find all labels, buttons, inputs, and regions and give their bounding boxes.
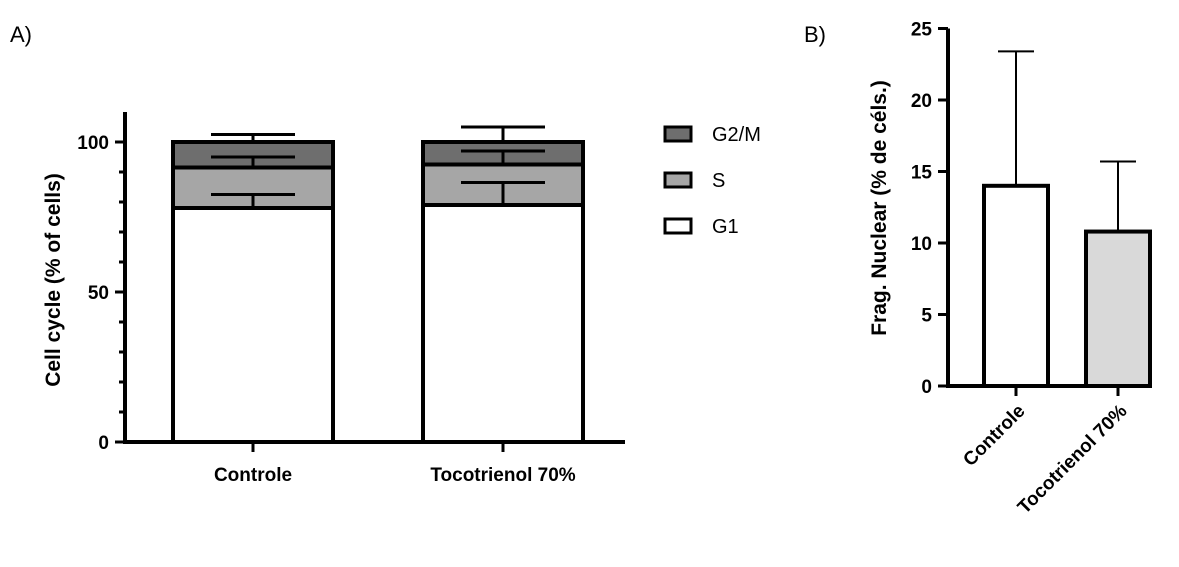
panel-a-legend: G2/M S G1 bbox=[663, 124, 761, 238]
panel-b-bar-controle bbox=[982, 183, 1050, 388]
panel-a-legend-swatch-g1 bbox=[663, 217, 693, 235]
panel-a-category-labels: Controle Tocotrienol 70% bbox=[214, 465, 576, 486]
panel-b-y-axis-title: Frag. Nuclear (% de céls.) bbox=[868, 80, 891, 336]
panel-b-y-tick-label: 20 bbox=[911, 91, 932, 112]
panel-a-legend-swatch-g2-m bbox=[663, 125, 693, 143]
panel-a-legend-swatch-s bbox=[663, 171, 693, 189]
panel-a-legend-label-g1: G1 bbox=[712, 216, 739, 238]
panel-b-category-label-tocotrienol-70: Tocotrienol 70% bbox=[1014, 401, 1132, 519]
panel-a-y-tick-label: 0 bbox=[98, 433, 109, 454]
panel-b-y-tick-label: 0 bbox=[921, 377, 932, 398]
panel-a-bar-g1-tocotrienol-70 bbox=[421, 203, 585, 444]
panel-a-y-axis-title: Cell cycle (% of cells) bbox=[42, 173, 65, 387]
panel-a-tick-labels: 0 50 100 bbox=[77, 133, 109, 454]
panel-b-y-tick-label: 5 bbox=[921, 306, 932, 327]
panel-a-category-label-tocotrienol-70: Tocotrienol 70% bbox=[430, 465, 575, 486]
panel-b-y-tick-label: 15 bbox=[911, 163, 933, 184]
panel-b-y-tick-label: 10 bbox=[911, 234, 932, 255]
panel-b-y-tick-label: 25 bbox=[911, 20, 933, 41]
panel-a-bars bbox=[171, 125, 585, 444]
panel-a-y-tick-label: 100 bbox=[77, 133, 109, 154]
panel-a-bar-g1-controle bbox=[171, 206, 335, 444]
panel-a-cell-cycle-chart: A) Cell cycle (% of cells) 0 50 100 Contro… bbox=[10, 22, 761, 486]
panel-b-label: B) bbox=[804, 22, 826, 47]
panel-b-bars bbox=[982, 50, 1152, 388]
panel-a-category-label-controle: Controle bbox=[214, 465, 292, 486]
panel-a-label: A) bbox=[10, 22, 32, 47]
panel-a-legend-label-s: S bbox=[712, 170, 725, 192]
panel-a-y-tick-label: 50 bbox=[88, 283, 109, 304]
panel-b-category-label-controle: Controle bbox=[959, 401, 1029, 471]
panel-b-nuclear-fragmentation-chart: B) Frag. Nuclear (% de céls.) 0 5 10 15 20 25… bbox=[804, 20, 1152, 519]
panel-b-bar-tocotrienol-70 bbox=[1084, 229, 1152, 388]
panel-b-tick-labels: 0 5 10 15 20 25 bbox=[911, 20, 933, 399]
panel-a-legend-label-g2-m: G2/M bbox=[712, 124, 761, 146]
